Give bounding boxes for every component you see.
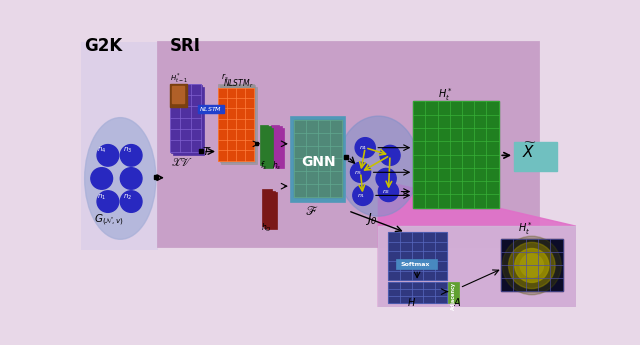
Text: GNN: GNN	[301, 155, 335, 169]
Circle shape	[91, 168, 113, 189]
Circle shape	[515, 248, 549, 283]
Bar	[388, 282, 447, 303]
Text: $A$: $A$	[452, 296, 461, 307]
Bar	[172, 85, 202, 153]
Bar	[264, 191, 275, 228]
Bar	[198, 105, 224, 113]
Text: G2K: G2K	[84, 37, 122, 56]
Circle shape	[380, 145, 400, 165]
Circle shape	[520, 254, 543, 277]
Text: $H^*_t$: $H^*_t$	[518, 220, 532, 237]
Circle shape	[376, 168, 396, 188]
Text: $n_2$: $n_2$	[382, 188, 390, 196]
Bar	[170, 84, 201, 151]
Text: $n_4$: $n_4$	[359, 144, 367, 152]
Bar	[264, 128, 273, 168]
Bar	[344, 155, 348, 159]
Circle shape	[120, 145, 142, 166]
Bar	[291, 117, 345, 201]
Bar	[220, 85, 255, 162]
Bar	[172, 86, 184, 103]
Text: $n_1$: $n_1$	[356, 192, 365, 200]
Text: $H^*_{t-1}$: $H^*_{t-1}$	[170, 72, 188, 85]
Bar	[218, 84, 253, 161]
Circle shape	[509, 243, 555, 288]
Circle shape	[120, 191, 142, 212]
Text: $J_\theta$: $J_\theta$	[365, 211, 378, 227]
Text: $n_4$: $n_4$	[97, 146, 106, 156]
Text: $NLSTM_r$: $NLSTM_r$	[223, 77, 254, 90]
Bar	[81, 42, 158, 250]
Bar	[158, 42, 538, 246]
Bar	[221, 87, 257, 164]
Bar	[294, 120, 342, 197]
Bar	[388, 233, 447, 280]
Bar	[378, 226, 576, 307]
Text: $n_2$: $n_2$	[124, 193, 132, 203]
Text: $h_O$: $h_O$	[261, 221, 272, 234]
Circle shape	[378, 181, 399, 201]
Bar	[260, 125, 268, 165]
Text: $f_s$: $f_s$	[260, 159, 267, 172]
Text: $G_{(\mathcal{N},v)}$: $G_{(\mathcal{N},v)}$	[94, 212, 124, 228]
Bar	[262, 126, 271, 166]
Circle shape	[97, 191, 119, 212]
Bar	[448, 282, 459, 303]
Bar	[173, 87, 204, 155]
Circle shape	[353, 185, 373, 205]
Polygon shape	[378, 180, 576, 307]
Bar	[158, 42, 538, 246]
Ellipse shape	[84, 118, 156, 239]
Bar	[170, 84, 187, 107]
Bar	[501, 238, 563, 291]
Circle shape	[97, 145, 119, 166]
Text: .: .	[194, 37, 199, 56]
Text: $n_1$: $n_1$	[97, 193, 106, 203]
Circle shape	[502, 236, 561, 295]
Circle shape	[120, 168, 142, 189]
Text: $T$: $T$	[202, 145, 212, 157]
Bar	[273, 126, 282, 166]
Text: $n_3$: $n_3$	[355, 169, 363, 177]
Bar	[514, 141, 557, 171]
Bar	[199, 149, 204, 153]
Bar	[425, 113, 470, 167]
Bar	[275, 128, 284, 168]
Bar	[262, 189, 272, 226]
Bar	[267, 192, 277, 229]
Bar	[413, 101, 499, 208]
Bar	[218, 88, 253, 161]
Text: $\widetilde{X}$: $\widetilde{X}$	[522, 142, 536, 161]
Text: Adjacency: Adjacency	[451, 282, 456, 309]
Text: $h_s$: $h_s$	[272, 159, 282, 172]
Ellipse shape	[338, 116, 419, 216]
Bar	[154, 175, 157, 179]
Circle shape	[355, 138, 375, 158]
Text: SRI: SRI	[170, 37, 201, 56]
Circle shape	[351, 162, 371, 182]
Text: $n_3$: $n_3$	[124, 146, 132, 156]
Text: $H^*_t$: $H^*_t$	[438, 87, 452, 104]
Text: $\mathscr{X}\mathscr{V}$: $\mathscr{X}\mathscr{V}$	[172, 156, 194, 168]
Bar	[396, 259, 436, 269]
Text: $\mathscr{F}$: $\mathscr{F}$	[305, 205, 318, 218]
Bar	[255, 141, 259, 145]
Text: $r_s$: $r_s$	[221, 72, 229, 83]
Text: Softmax: Softmax	[400, 262, 429, 267]
Bar	[271, 125, 279, 165]
Text: $H$: $H$	[407, 296, 416, 307]
Text: $NLSTM$: $NLSTM$	[198, 105, 221, 113]
